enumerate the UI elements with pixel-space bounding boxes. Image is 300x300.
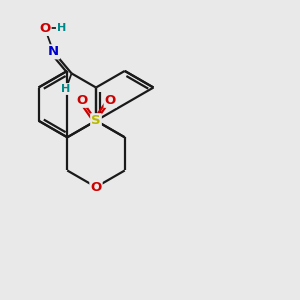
Text: O: O xyxy=(76,94,87,107)
Text: S: S xyxy=(91,114,101,127)
Text: O: O xyxy=(105,94,116,107)
Text: O: O xyxy=(39,22,51,35)
Text: H: H xyxy=(57,23,66,33)
Text: O: O xyxy=(90,181,102,194)
Text: H: H xyxy=(61,84,70,94)
Text: N: N xyxy=(48,45,59,58)
